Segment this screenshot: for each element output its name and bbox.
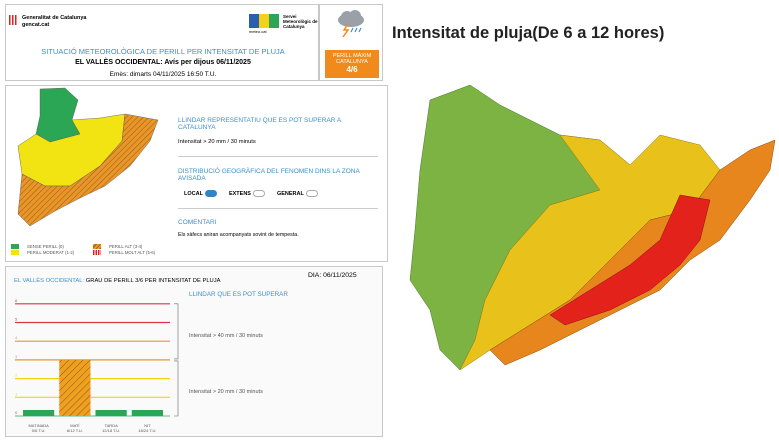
y-tick-label: 5 [15, 317, 18, 322]
danger-title: EL VALLÈS OCCIDENTAL: GRAU DE PERILL 3/6… [14, 278, 221, 284]
bracket-low [174, 360, 179, 417]
max-danger-badge: PERILL MÀXIM CATALUNYA 4/6 [325, 50, 379, 78]
map-region-red [549, 194, 711, 326]
subtitle: EL VALLÈS OCCIDENTAL: Avís per dijous 06… [75, 59, 251, 66]
page-title: SITUACIÓ METEOROLÒGICA DE PERILL PER INT… [41, 47, 285, 56]
distribution-heading: DISTRIBUCIÓ GEOGRÀFICA DEL FENOMEN DINS … [178, 168, 360, 182]
x-tick-label: MATINADA [28, 423, 49, 428]
bar-matí [59, 359, 91, 416]
legend-perill-molt-alt: PERILL MOLT ALT (5-6) [93, 250, 155, 256]
y-tick-label: 3 [15, 354, 18, 359]
bar-tarda [95, 410, 127, 416]
org-site: gencat.cat [22, 22, 50, 28]
max-danger-panel: PERILL MÀXIM CATALUNYA 4/6 [319, 4, 383, 81]
legend-sense-perill: SENSE PERILL (0) [11, 244, 64, 250]
threshold-high: Intensitat > 40 mm / 30 minuts [189, 333, 263, 339]
rain-storm-cloud-icon [338, 10, 364, 37]
x-tick-time: 0/6 T.U. [32, 428, 46, 433]
generalitat-logo-icon [9, 15, 17, 25]
y-tick-label: 2 [15, 373, 18, 378]
danger-threshold-heading: LLINDAR QUE ES POT SUPERAR [189, 291, 288, 298]
comment-heading: COMENTARI [178, 219, 217, 226]
x-tick-label: NIT [144, 423, 151, 428]
y-tick-label: 4 [15, 335, 18, 340]
header-panel: Generalitat de Catalunya gencat.cat mete… [5, 4, 319, 81]
x-tick-time: 18/24 T.U. [138, 428, 156, 433]
y-tick-label: 6 [15, 298, 18, 303]
extens-toggle[interactable] [252, 190, 265, 197]
x-tick-label: TARDA [104, 423, 118, 428]
info-panel: LLINDAR REPRESENTATIU QUE ES POT SUPERAR… [5, 85, 388, 262]
danger-chart-panel: EL VALLÈS OCCIDENTAL: GRAU DE PERILL 3/6… [5, 266, 383, 437]
meteocat-label: meteo.cat [249, 29, 267, 34]
meteocat-logo-icon [249, 14, 279, 28]
distribution-local[interactable]: LOCAL [184, 190, 217, 197]
bar-matinada [23, 410, 55, 416]
issued-date: Emès: dimarts 04/11/2025 16:50 T.U. [109, 71, 217, 78]
legend-perill-alt: PERILL ALT (3-4) [93, 244, 142, 250]
threshold-low: Intensitat > 20 mm / 30 minuts [189, 389, 263, 395]
bar-nit [131, 410, 163, 416]
distribution-options: LOCAL EXTENS GENERAL [184, 190, 318, 197]
x-tick-label: MATÍ [70, 423, 80, 428]
comment-text: Els xàfecs aniran acompanyats sovint de … [178, 232, 299, 238]
threshold-heading: LLINDAR REPRESENTATIU QUE ES POT SUPERAR… [178, 117, 341, 131]
danger-date: DIA: 06/11/2025 [308, 272, 357, 279]
threshold-value: Intensitat > 20 mm / 30 minuts [178, 139, 256, 145]
general-toggle[interactable] [305, 190, 318, 197]
y-tick-label: 0 [15, 410, 18, 415]
x-tick-time: 6/12 T.U. [67, 428, 83, 433]
map-title: Intensitat de pluja(De 6 a 12 hores) [392, 24, 665, 42]
distribution-general[interactable]: GENERAL [277, 190, 318, 197]
local-toggle[interactable] [204, 190, 217, 197]
max-danger-value: 4/6 [346, 65, 358, 74]
legend-perill-moderat: PERILL MODERAT (1-2) [11, 250, 74, 256]
org-name: Generalitat de Catalunya [22, 15, 87, 21]
catalonia-rain-map [409, 84, 776, 371]
vallès-warning-map [17, 87, 159, 227]
x-tick-time: 12/18 T.U. [102, 428, 120, 433]
bracket-high [174, 303, 179, 360]
y-tick-label: 1 [15, 391, 18, 396]
distribution-extens[interactable]: EXTENS [229, 190, 265, 197]
max-danger-label: PERILL MÀXIM CATALUNYA [332, 53, 372, 65]
service-name: Servei Meteorològic de Catalunya [283, 14, 318, 29]
